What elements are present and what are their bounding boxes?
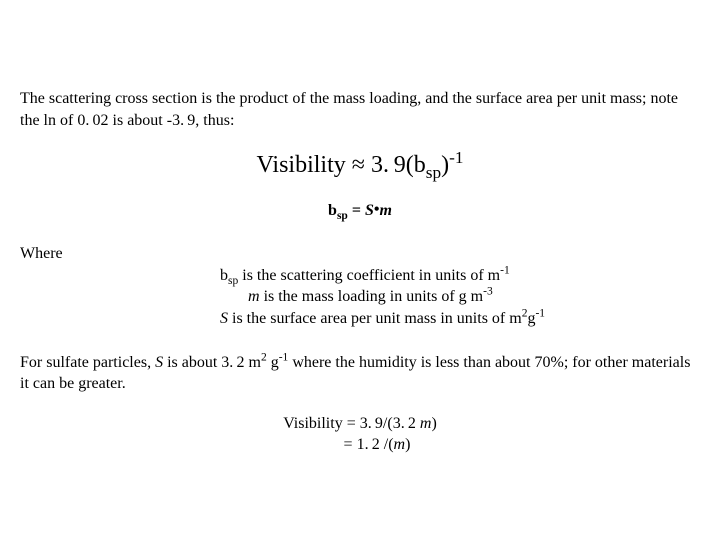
def3-text: is the surface area per unit mass in uni…	[228, 310, 522, 327]
bsp-sub: sp	[337, 210, 348, 222]
bsp-b: b	[328, 202, 337, 219]
bsp-equation: bsp = S•m	[20, 200, 700, 222]
approx-sign: ≈	[352, 152, 365, 178]
def2-exp: -3	[483, 286, 493, 298]
def3-S: S	[220, 310, 228, 327]
slide-body: The scattering cross section is the prod…	[0, 0, 720, 476]
eq-coef: 3. 9(b	[371, 152, 426, 178]
eq-lhs: Visibility	[257, 152, 346, 178]
definitions-block: Where bsp is the scattering coefficient …	[20, 243, 700, 329]
final-line1: Visibility = 3. 9/(3. 2 m)	[20, 413, 700, 435]
where-label: Where	[20, 243, 700, 265]
sulf-exp2: -1	[279, 351, 289, 363]
bsp-eq: =	[348, 202, 365, 219]
sulfate-paragraph: For sulfate particles, S is about 3. 2 m…	[20, 352, 700, 395]
sulf-pre: For sulfate particles,	[20, 354, 155, 371]
def-m: m is the mass loading in units of g m-3	[248, 286, 700, 308]
bsp-S: S	[365, 202, 374, 219]
visibility-equation: Visibility ≈ 3. 9(bsp)-1	[20, 149, 700, 181]
definition-lines: bsp is the scattering coefficient in uni…	[220, 265, 700, 330]
eq-exp: -1	[449, 148, 463, 167]
final2-m: m	[394, 436, 406, 453]
final1-post: )	[431, 415, 436, 432]
bsp-m: m	[379, 202, 391, 219]
bsp-dot: •	[374, 201, 380, 218]
def2-m: m	[248, 288, 260, 305]
def3-exp2: -1	[535, 308, 545, 320]
eq-sub-sp: sp	[426, 163, 441, 182]
sulf-S: S	[155, 354, 163, 371]
def1-b: b	[220, 267, 228, 284]
eq-tail: )	[441, 152, 449, 178]
final-equation: Visibility = 3. 9/(3. 2 m) = 1. 2 /(m)	[20, 413, 700, 456]
def-S: S is the surface area per unit mass in u…	[220, 308, 700, 330]
final1-pre: Visibility = 3. 9/(3. 2	[283, 415, 420, 432]
final2-post: )	[405, 436, 410, 453]
intro-paragraph: The scattering cross section is the prod…	[20, 88, 700, 131]
def1-exp: -1	[500, 264, 510, 276]
final-line2: = 1. 2 /(m)	[20, 434, 700, 456]
sulf-mid1: is about 3. 2 m	[163, 354, 261, 371]
def-bsp: bsp is the scattering coefficient in uni…	[220, 265, 700, 287]
sulf-mid2: g	[267, 354, 279, 371]
def1-sub: sp	[228, 275, 238, 287]
final1-m: m	[420, 415, 432, 432]
def1-text: is the scattering coefficient in units o…	[238, 267, 500, 284]
def2-text: is the mass loading in units of g m	[260, 288, 484, 305]
final2-pre: = 1. 2 /(	[344, 436, 394, 453]
